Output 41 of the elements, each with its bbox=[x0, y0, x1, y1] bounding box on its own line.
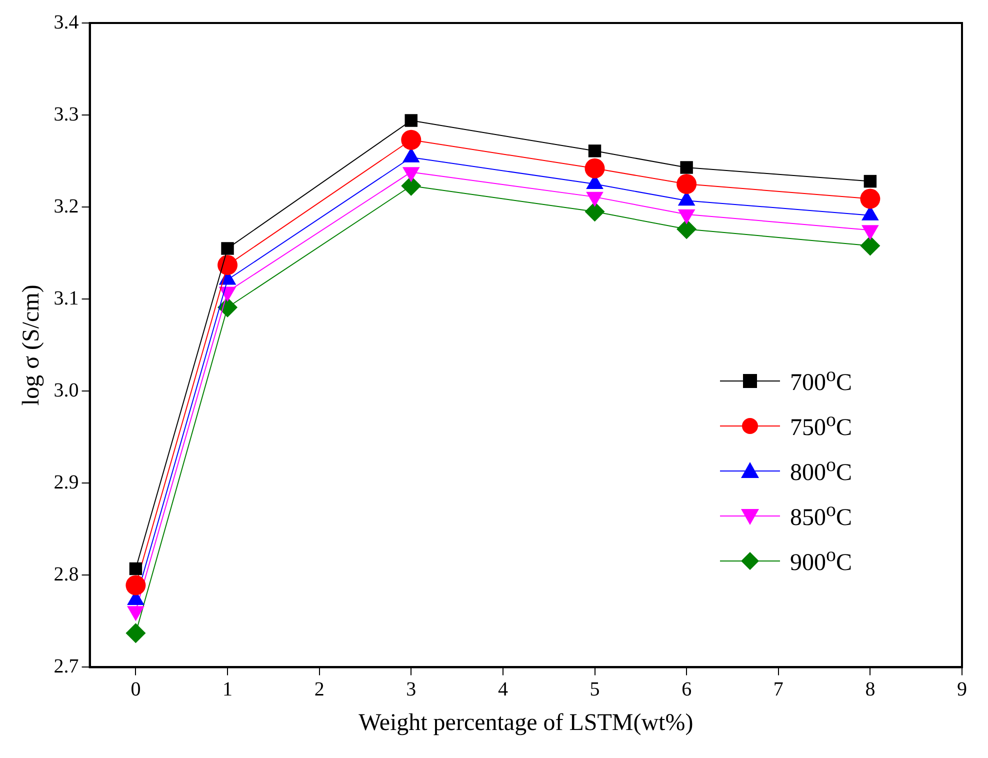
point bbox=[129, 562, 142, 576]
legend-label: 850$^{o}$C bbox=[790, 499, 852, 532]
x-tick-label: 0 bbox=[130, 678, 141, 700]
x-tick-label: 2 bbox=[314, 678, 324, 700]
y-axis-title: log σ (S/cm) bbox=[18, 284, 45, 406]
x-tick-label: 8 bbox=[865, 678, 876, 700]
x-tick-label: 7 bbox=[773, 678, 784, 700]
point bbox=[588, 144, 602, 158]
point bbox=[404, 114, 418, 127]
y-tick-label: 3.2 bbox=[54, 195, 79, 218]
point bbox=[860, 236, 880, 256]
point bbox=[860, 188, 880, 209]
y-tick-label: 3.0 bbox=[54, 379, 79, 402]
x-tick-label: 1 bbox=[222, 678, 233, 700]
point bbox=[680, 161, 693, 174]
legend-label: 750$^{o}$C bbox=[790, 409, 852, 442]
y-tick-label: 3.4 bbox=[54, 11, 79, 34]
x-axis-title: Weight percentage of LSTM(wt%) bbox=[358, 710, 694, 736]
point bbox=[676, 219, 697, 240]
legend-label: 700$^{o}$C bbox=[790, 364, 852, 397]
y-tick-label: 2.9 bbox=[54, 471, 79, 494]
y-tick-label: 2.8 bbox=[54, 563, 79, 586]
x-tick-label: 5 bbox=[590, 678, 600, 700]
x-tick-label: 4 bbox=[498, 678, 508, 700]
point bbox=[584, 202, 605, 222]
point bbox=[584, 158, 605, 178]
x-tick-label: 6 bbox=[682, 678, 692, 700]
point bbox=[221, 242, 234, 255]
point bbox=[676, 174, 697, 194]
legend-label: 900$^{o}$C bbox=[790, 544, 852, 577]
point bbox=[126, 623, 146, 644]
point bbox=[864, 174, 877, 188]
y-tick-label: 2.7 bbox=[54, 655, 79, 678]
y-tick-label: 3.3 bbox=[54, 103, 79, 126]
x-tick-label: 9 bbox=[957, 678, 967, 700]
point bbox=[218, 255, 238, 276]
y-tick-label: 3.1 bbox=[54, 287, 79, 310]
point bbox=[126, 575, 146, 596]
point bbox=[401, 130, 422, 150]
legend-label: 800$^{o}$C bbox=[790, 454, 852, 487]
x-tick-label: 3 bbox=[406, 678, 416, 700]
